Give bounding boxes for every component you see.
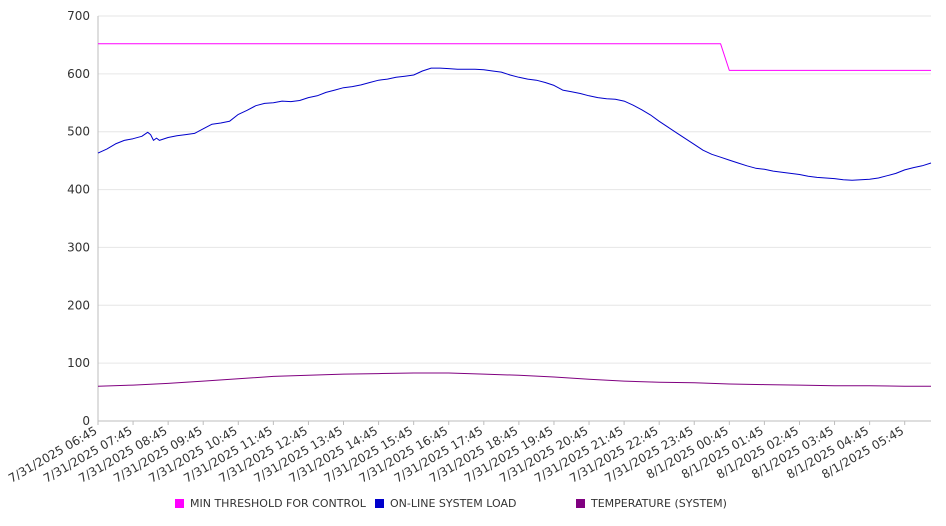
legend-label-min-threshold: MIN THRESHOLD FOR CONTROL <box>190 497 366 510</box>
y-tick-label: 600 <box>67 67 90 81</box>
legend-swatch-system-load <box>375 499 384 508</box>
legend-label-temperature: TEMPERATURE (SYSTEM) <box>591 497 727 510</box>
legend: MIN THRESHOLD FOR CONTROL ON-LINE SYSTEM… <box>0 497 946 515</box>
legend-swatch-temperature <box>576 499 585 508</box>
legend-item-temperature: TEMPERATURE (SYSTEM) <box>576 497 727 510</box>
y-tick-label: 300 <box>67 240 90 254</box>
series-line-on-line-system-load <box>97 67 932 181</box>
y-axis-labels: 0 100 200 300 400 500 600 700 <box>67 9 90 428</box>
legend-item-min-threshold: MIN THRESHOLD FOR CONTROL <box>175 497 366 510</box>
y-tick-label: 400 <box>67 183 90 197</box>
x-axis-labels: 7/31/2025 06:457/31/2025 07:457/31/2025 … <box>6 423 906 485</box>
series-lines <box>97 43 932 387</box>
gridlines <box>98 15 931 364</box>
series-line-min-threshold-for-control <box>98 43 931 71</box>
legend-swatch-min-threshold <box>175 499 184 508</box>
y-tick-label: 0 <box>82 414 90 428</box>
y-tick-label: 700 <box>67 9 90 23</box>
legend-label-system-load: ON-LINE SYSTEM LOAD <box>390 497 517 510</box>
y-tick-label: 200 <box>67 298 90 312</box>
legend-item-system-load: ON-LINE SYSTEM LOAD <box>375 497 516 510</box>
series-line-temperature-system <box>97 372 931 387</box>
y-tick-label: 500 <box>67 125 90 139</box>
axes <box>97 16 931 425</box>
y-tick-label: 100 <box>67 356 90 370</box>
